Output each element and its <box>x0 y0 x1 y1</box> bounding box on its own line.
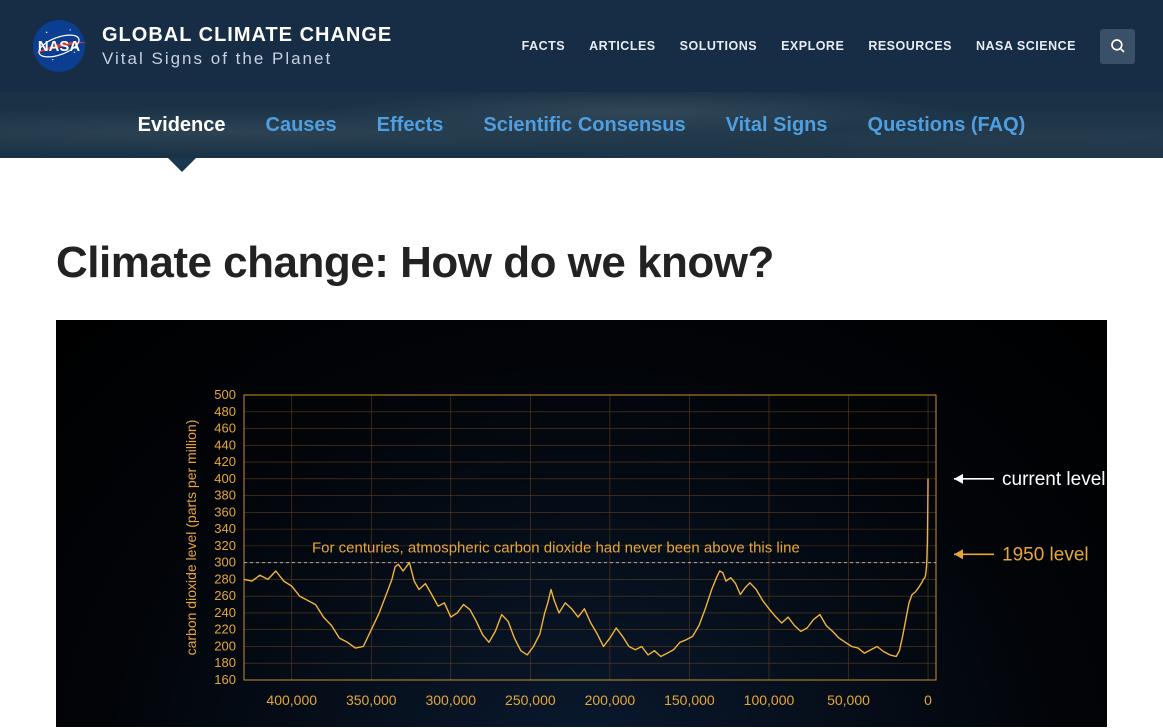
svg-text:180: 180 <box>214 655 236 670</box>
svg-text:0: 0 <box>924 692 932 708</box>
svg-text:current level: current level <box>1002 469 1106 490</box>
svg-text:350,000: 350,000 <box>346 692 397 708</box>
svg-text:220: 220 <box>214 622 236 637</box>
svg-text:500: 500 <box>214 387 236 402</box>
svg-text:260: 260 <box>214 588 236 603</box>
svg-text:1950 level: 1950 level <box>1002 544 1089 565</box>
subnav: Evidence Causes Effects Scientific Conse… <box>0 92 1163 158</box>
svg-text:200,000: 200,000 <box>585 692 636 708</box>
svg-text:400,000: 400,000 <box>266 692 317 708</box>
svg-text:100,000: 100,000 <box>744 692 795 708</box>
svg-text:440: 440 <box>214 437 236 452</box>
svg-text:50,000: 50,000 <box>827 692 870 708</box>
top-nav: FACTS ARTICLES SOLUTIONS EXPLORE RESOURC… <box>522 29 1135 64</box>
co2-chart: 1601802002202402602803003203403603804004… <box>56 320 1107 727</box>
svg-text:150,000: 150,000 <box>664 692 715 708</box>
topnav-facts[interactable]: FACTS <box>522 39 565 53</box>
site-title-sub: Vital Signs of the Planet <box>102 48 392 69</box>
logo-block[interactable]: NASA GLOBAL CLIMATE CHANGE Vital Signs o… <box>28 18 392 74</box>
co2-chart-panel: 1601802002202402602803003203403603804004… <box>56 320 1107 727</box>
svg-text:250,000: 250,000 <box>505 692 556 708</box>
svg-text:300,000: 300,000 <box>425 692 476 708</box>
svg-text:240: 240 <box>214 605 236 620</box>
site-title-main: GLOBAL CLIMATE CHANGE <box>102 23 392 48</box>
svg-text:460: 460 <box>214 421 236 436</box>
topnav-nasascience[interactable]: NASA SCIENCE <box>976 39 1076 53</box>
search-button[interactable] <box>1100 29 1135 64</box>
main-content: Climate change: How do we know? 160 180 20… <box>0 158 1163 727</box>
svg-text:carbon dioxide level (parts pe: carbon dioxide level (parts per million) <box>183 420 199 656</box>
subnav-evidence[interactable]: Evidence <box>138 114 226 137</box>
svg-text:340: 340 <box>214 521 236 536</box>
subnav-band: Evidence Causes Effects Scientific Conse… <box>0 92 1163 158</box>
subnav-consensus[interactable]: Scientific Consensus <box>483 114 685 137</box>
svg-text:400: 400 <box>214 471 236 486</box>
top-header: NASA GLOBAL CLIMATE CHANGE Vital Signs o… <box>0 0 1163 92</box>
topnav-solutions[interactable]: SOLUTIONS <box>680 39 757 53</box>
topnav-resources[interactable]: RESOURCES <box>868 39 952 53</box>
subnav-vitalsigns[interactable]: Vital Signs <box>726 114 828 137</box>
topnav-explore[interactable]: EXPLORE <box>781 39 844 53</box>
svg-text:For centuries, atmospheric car: For centuries, atmospheric carbon dioxid… <box>312 540 800 557</box>
site-title: GLOBAL CLIMATE CHANGE Vital Signs of the… <box>102 23 392 69</box>
svg-text:200: 200 <box>214 638 236 653</box>
svg-text:480: 480 <box>214 404 236 419</box>
svg-text:280: 280 <box>214 571 236 586</box>
topnav-articles[interactable]: ARTICLES <box>589 39 656 53</box>
svg-text:320: 320 <box>214 538 236 553</box>
subnav-faq[interactable]: Questions (FAQ) <box>868 114 1026 137</box>
search-icon <box>1109 37 1127 55</box>
svg-text:160: 160 <box>214 672 236 687</box>
svg-text:360: 360 <box>214 504 236 519</box>
subnav-effects[interactable]: Effects <box>377 114 444 137</box>
nasa-logo-icon: NASA <box>28 18 90 74</box>
subnav-causes[interactable]: Causes <box>266 114 337 137</box>
page-title: Climate change: How do we know? <box>56 238 1107 288</box>
svg-text:380: 380 <box>214 488 236 503</box>
svg-text:NASA: NASA <box>38 39 80 55</box>
svg-text:420: 420 <box>214 454 236 469</box>
svg-text:300: 300 <box>214 555 236 570</box>
